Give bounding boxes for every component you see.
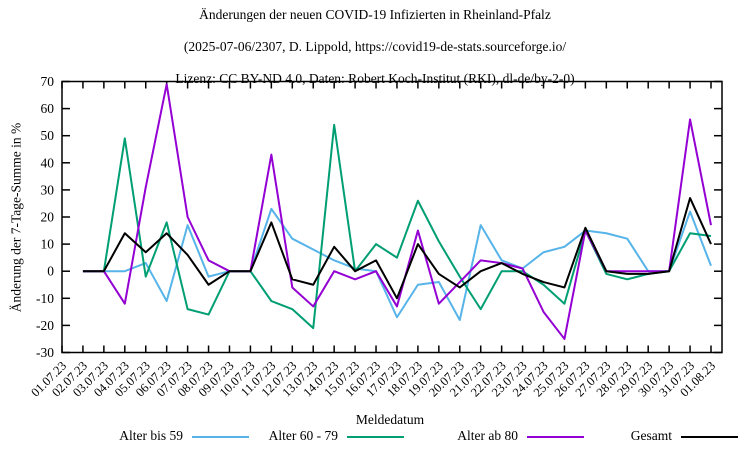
y-tick-label: -20 (36, 318, 54, 333)
legend-swatch-gesamt (681, 436, 738, 438)
chart-title-line1: Änderungen der neuen COVID-19 Infizierte… (199, 7, 551, 22)
y-tick-label: 40 (41, 155, 55, 170)
legend-label-alter-bis-59: Alter bis 59 (119, 428, 183, 443)
chart-title-line3: Lizenz: CC BY-ND 4.0, Daten: Robert Koch… (175, 71, 575, 86)
y-tick-label: 0 (47, 264, 54, 279)
plot-border (61, 80, 723, 354)
y-tick-label: 50 (41, 128, 55, 143)
legend-swatch-alter-ab-80 (527, 436, 584, 438)
series-line-alter-60-79 (82, 123, 712, 330)
y-axis-title: Änderung der 7-Tage-Summe in % (8, 122, 24, 313)
y-tick-label: 10 (41, 237, 55, 252)
y-tick-label: -10 (36, 291, 54, 306)
chart-title-line2: (2025-07-06/2307, D. Lippold, https://co… (183, 39, 567, 54)
legend-label-alter-60-79: Alter 60 - 79 (268, 428, 338, 443)
legend-swatch-alter-60-79 (347, 436, 404, 438)
x-axis-title: Meldedatum (355, 412, 425, 427)
y-tick-label: 30 (41, 182, 55, 197)
series-line-alter-bis-59 (82, 207, 712, 321)
y-tick-label: 20 (41, 210, 55, 225)
legend-label-alter-ab-80: Alter ab 80 (457, 428, 518, 443)
series-line-alter-ab-80 (82, 83, 712, 340)
legend-label-gesamt: Gesamt (630, 428, 672, 443)
y-tick-label: -30 (36, 345, 54, 360)
legend-swatch-alter-bis-59 (192, 436, 249, 438)
chart-title: Änderungen der neuen COVID-19 Infizierte… (0, 7, 750, 87)
y-tick-label: 70 (41, 74, 55, 89)
y-tick-label: 60 (41, 101, 55, 116)
series-line-gesamt (82, 197, 712, 300)
